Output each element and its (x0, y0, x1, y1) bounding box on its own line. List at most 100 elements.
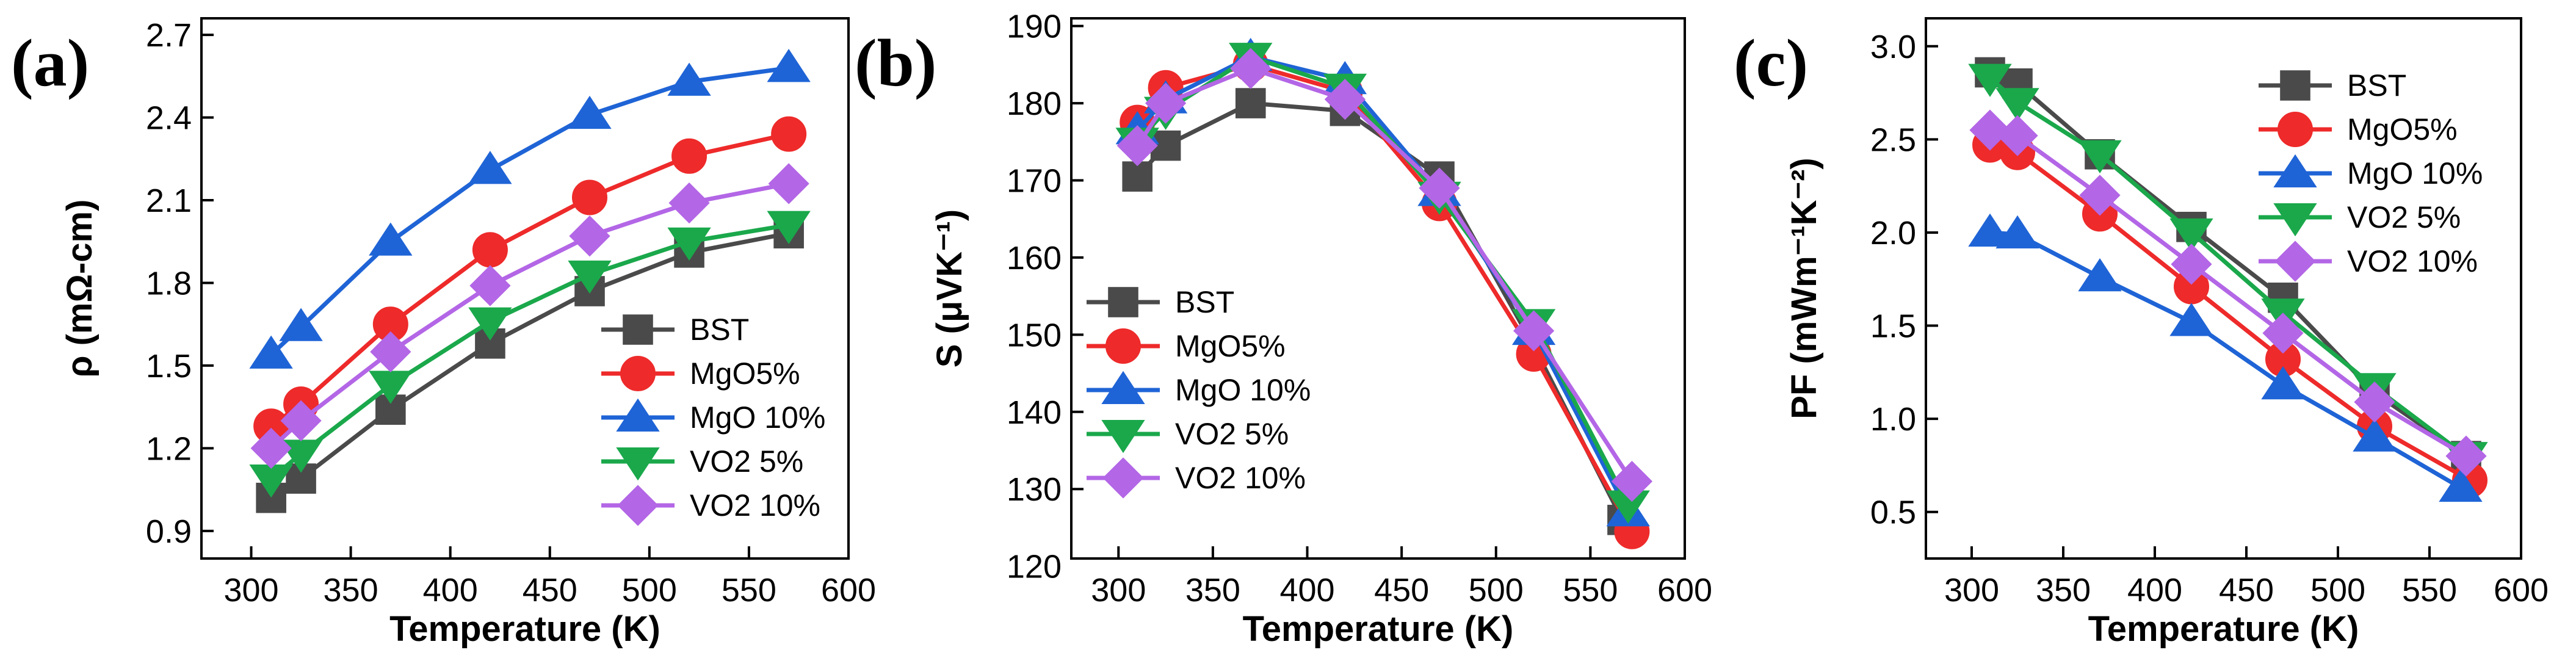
x-tick-label: 450 (2219, 572, 2274, 609)
x-tick-label: 550 (722, 572, 776, 609)
y-tick-label: 0.9 (146, 513, 192, 550)
data-point (667, 62, 711, 96)
y-tick-label: 160 (1007, 240, 1062, 277)
legend-marker (2278, 112, 2313, 147)
x-tick-label: 300 (223, 572, 278, 609)
x-axis-title: Temperature (K) (1243, 609, 1514, 649)
legend: BST MgO5% MgO 10% VO2 5% VO2 10% (2259, 68, 2483, 282)
legend-item-vo2-10pct: VO2 10% (1087, 457, 1306, 499)
data-point (369, 222, 413, 256)
legend-item-mgo-10pct: MgO 10% (1087, 371, 1311, 407)
data-point (468, 151, 512, 184)
legend-marker (1101, 419, 1145, 454)
y-tick-label: 190 (1007, 9, 1062, 45)
x-tick-label: 500 (1469, 572, 1524, 609)
legend-marker (1101, 371, 1145, 405)
x-tick-label: 550 (1563, 572, 1618, 609)
legend-marker (2273, 154, 2317, 188)
x-tick-label: 350 (1185, 572, 1240, 609)
legend-label: MgO 10% (1175, 373, 1311, 407)
data-point (472, 232, 508, 268)
y-tick-label: 130 (1007, 471, 1062, 508)
data-point (767, 211, 811, 244)
data-point (1513, 310, 1555, 352)
chart-panel-a: (a) 300 350 400 450 500 550 600 0.9 1.2 1.5 1.8 2.1 2… (11, 17, 876, 649)
legend: BST MgO5% MgO 10% VO2 5% VO2 10% (601, 313, 825, 526)
data-point (667, 227, 711, 261)
data-point (2261, 366, 2305, 400)
y-tick-label: 2.5 (1870, 121, 1916, 158)
data-point (279, 308, 323, 341)
legend-item-mgo5pct: MgO5% (2259, 112, 2458, 147)
y-tick-label: 2.0 (1870, 215, 1916, 251)
x-tick-label: 400 (423, 572, 478, 609)
data-point (1235, 88, 1266, 118)
y-tick-label: 0.5 (1870, 494, 1916, 531)
legend-item-mgo5pct: MgO5% (601, 356, 800, 391)
x-tick-label: 450 (1374, 572, 1429, 609)
data-point (469, 265, 511, 306)
legend-marker (1105, 328, 1141, 364)
y-axis-title: ρ (mΩ-cm) (60, 200, 99, 378)
series-line (1989, 143, 2471, 482)
y-tick-label: 2.4 (146, 100, 192, 137)
legend-label: MgO 10% (2347, 156, 2483, 190)
data-point (2171, 244, 2212, 285)
legend-label: MgO5% (2347, 112, 2458, 146)
y-tick-label: 1.0 (1870, 401, 1916, 438)
x-tick-label: 350 (2036, 572, 2091, 609)
data-point (2078, 140, 2122, 173)
legend-label: BST (1175, 285, 1234, 319)
x-tick-label: 300 (1944, 572, 1999, 609)
data-point (249, 335, 293, 369)
data-point (568, 95, 612, 129)
data-point (2354, 381, 2395, 423)
data-point (768, 163, 809, 204)
y-tick-label: 1.2 (146, 430, 192, 467)
legend-marker (623, 314, 653, 345)
x-tick-label: 600 (821, 572, 876, 609)
legend-label: VO2 5% (690, 444, 803, 479)
legend-marker (616, 398, 660, 432)
data-point (1995, 215, 2039, 249)
chart-panel-b: (b) 300 350 400 450 500 550 600 120 130 140 150 160 1… (855, 9, 1712, 649)
data-point (468, 307, 512, 341)
data-point (1419, 167, 1460, 209)
data-point (280, 400, 322, 441)
legend-item-bst: BST (1087, 285, 1234, 319)
x-axis-title: Temperature (K) (2088, 609, 2359, 649)
x-axis-title: Temperature (K) (389, 609, 660, 649)
x-tick-label: 450 (523, 572, 577, 609)
series-vo2-5pct (249, 211, 811, 498)
data-point (2445, 435, 2487, 477)
series-vo2-10pct (1969, 109, 2487, 477)
y-tick-label: 2.7 (146, 17, 192, 54)
data-point (2353, 418, 2397, 452)
y-axis-title: PF (mWm⁻¹K⁻²) (1784, 157, 1824, 419)
data-point (1995, 88, 2039, 121)
legend-label: VO2 10% (690, 488, 820, 522)
legend-label: BST (2347, 68, 2406, 103)
data-point (1116, 125, 1158, 167)
series-line (269, 65, 789, 356)
series-mgo-10pct (1968, 213, 2483, 502)
y-tick-label: 2.1 (146, 183, 192, 219)
legend-marker (1108, 287, 1138, 317)
panel-letter: (b) (855, 26, 936, 100)
x-tick-label: 600 (1657, 572, 1712, 609)
legend-item-bst: BST (601, 313, 749, 347)
panel-letter: (c) (1734, 26, 1808, 100)
data-point (671, 138, 707, 174)
data-point (1145, 82, 1187, 124)
data-point (1968, 213, 2012, 247)
x-tick-label: 400 (1279, 572, 1334, 609)
legend-marker (617, 485, 659, 526)
legend-marker (2274, 240, 2316, 282)
chart-panel-c: (c) 300 350 400 450 500 550 600 0.5 1.0 1.5 2.0 2.5 3… (1734, 17, 2549, 649)
legend-label: VO2 10% (2347, 244, 2478, 278)
y-tick-label: 120 (1007, 549, 1062, 585)
series-mgo-10pct (1115, 37, 1650, 527)
data-point (2079, 175, 2121, 216)
data-point (569, 215, 610, 257)
